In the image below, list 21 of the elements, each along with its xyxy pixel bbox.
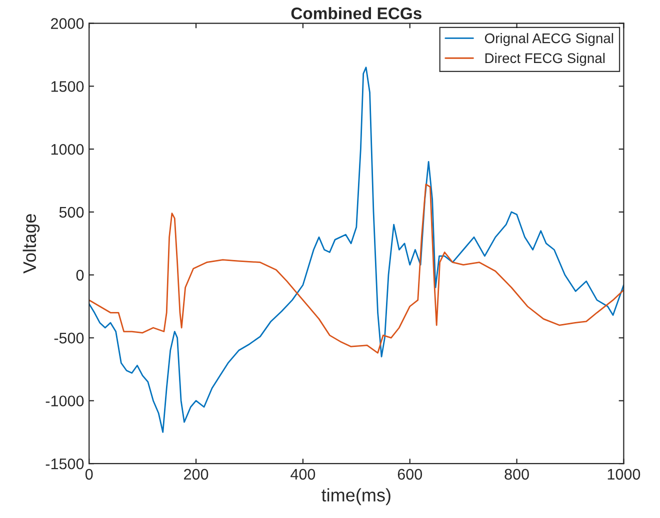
y-axis-title: Voltage	[22, 214, 40, 274]
x-tick-label: 200	[184, 468, 208, 480]
y-tick-label: 2000	[51, 18, 84, 29]
x-tick-label: 0	[85, 468, 93, 480]
x-tick-label: 400	[290, 468, 316, 480]
x-tick-label: 1000	[608, 468, 640, 480]
legend-label: Orignal AECG Signal	[484, 33, 614, 46]
chart-title: Combined ECGs	[291, 7, 422, 20]
y-tick-label: -500	[54, 332, 84, 344]
x-tick-label: 600	[398, 468, 422, 480]
y-tick-label: 1000	[51, 144, 84, 155]
y-tick-label: 0	[76, 270, 84, 281]
line-series	[89, 184, 624, 354]
x-tick-label: 800	[504, 468, 529, 480]
line-series	[89, 66, 624, 433]
x-axis-title: time(ms)	[322, 488, 390, 506]
y-tick-label: 500	[59, 206, 84, 218]
y-tick-label: -1000	[46, 396, 84, 406]
y-tick-label: 1500	[51, 81, 84, 92]
y-tick-label: -1500	[46, 458, 84, 470]
legend-label: Direct FECG Signal	[485, 52, 605, 66]
